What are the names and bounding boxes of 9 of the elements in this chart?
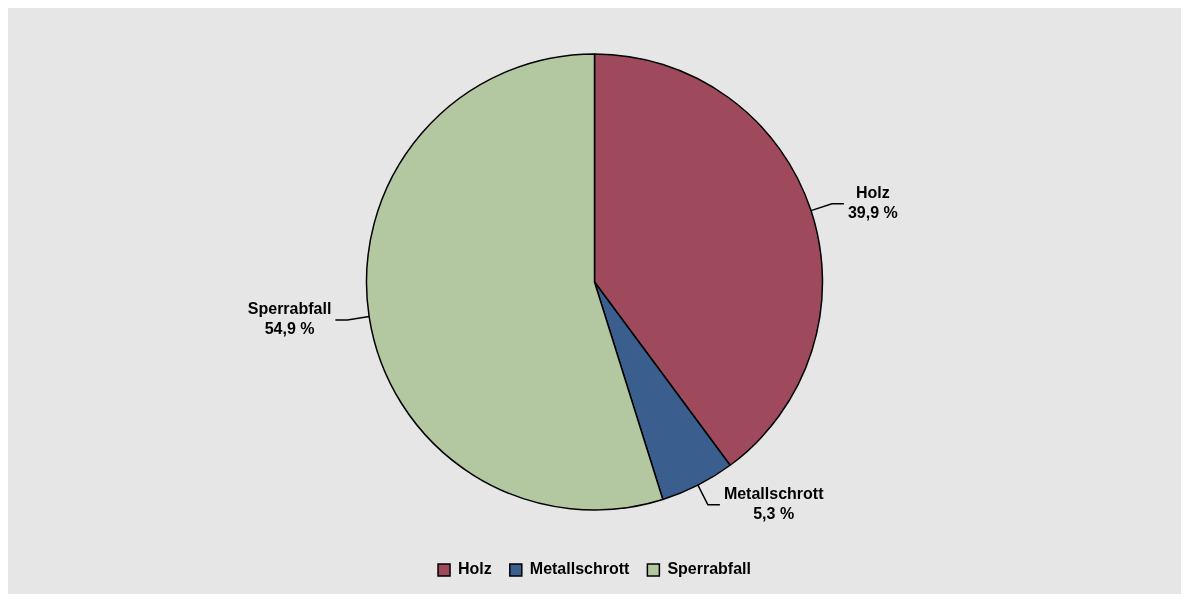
data-label: 5,3 %: [753, 505, 795, 523]
legend-label: Metallschrott: [529, 560, 631, 578]
data-label: 54,9 %: [264, 320, 315, 338]
slice-label: Sperrabfall: [247, 300, 332, 318]
slice-label: Holz: [855, 184, 890, 202]
data-label: 39,9 %: [847, 204, 898, 222]
legend-label: Holz: [458, 560, 492, 578]
slice-label: Metallschrott: [723, 485, 825, 503]
legend-label: Sperrabfall: [667, 560, 751, 578]
